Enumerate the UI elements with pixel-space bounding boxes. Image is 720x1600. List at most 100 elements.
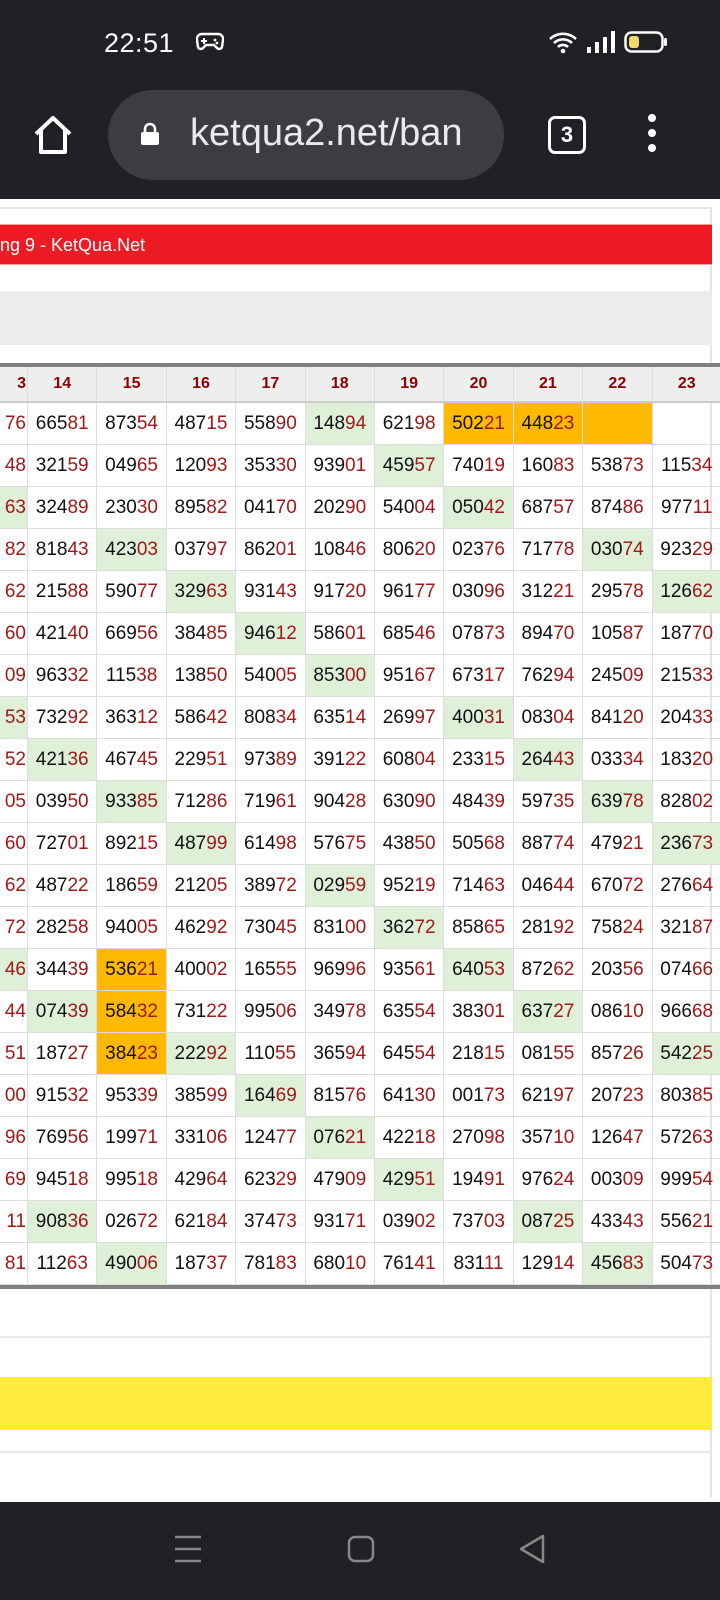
cell-last-two-digits: 21 [691,1211,714,1232]
cell-prefix: 542 [660,1043,692,1064]
result-cell: 00 [0,1075,28,1116]
result-cell: 63090 [375,781,445,822]
recents-menu-icon[interactable] [174,1534,202,1564]
result-cell: 97711 [653,487,720,528]
cell-prefix: 245 [590,665,623,686]
result-cell: 54004 [375,487,445,528]
cell-last-two-digits: 39 [136,1085,158,1106]
result-cell: 18737 [167,1243,237,1284]
cell-last-two-digits: 98 [483,1127,505,1148]
cell-last-two-digits: 56 [622,959,644,980]
result-cell: 10846 [306,529,375,570]
cell-last-two-digits: 81 [4,1253,26,1274]
result-cell: 87354 [97,403,167,444]
cell-prefix: 737 [452,1211,484,1232]
table-row: 63 32489 23030 89582 04170 20290 54004 05042 687… [0,487,720,529]
cell-last-two-digits: 12 [275,623,297,644]
cell-prefix: 001 [452,1085,484,1106]
home-nav-icon[interactable] [347,1535,375,1563]
cell-last-two-digits: 59 [67,455,89,476]
cell-last-two-digits: 83 [622,1253,644,1274]
cell-last-two-digits: 54 [414,1043,436,1064]
cell-last-two-digits: 60 [4,623,26,644]
tabs-button[interactable]: 3 [548,116,586,154]
cell-prefix: 423 [105,539,137,560]
result-cell: 46292 [167,907,237,948]
cell-prefix: 230 [105,497,137,518]
result-cell: 58642 [167,697,237,738]
table-row: 44 07439 58432 73122 99506 34978 63554 38301 637… [0,991,720,1033]
result-cell: 71961 [236,781,306,822]
result-cell: 23030 [97,487,167,528]
menu-icon[interactable] [648,114,656,154]
cell-last-two-digits: 00 [345,917,367,938]
cell-prefix: 041 [243,497,276,518]
cell-prefix: 357 [521,1127,554,1148]
cell-prefix: 714 [452,875,484,896]
cell-prefix: 908 [35,1211,68,1232]
result-cell: 55890 [236,403,306,444]
cell-last-two-digits: 72 [275,875,297,896]
cell-prefix: 160 [521,455,554,476]
cell-last-two-digits: 92 [553,917,575,938]
home-icon[interactable] [30,112,76,158]
result-cell: 05 [0,781,28,822]
result-cell: 32159 [28,445,98,486]
cell-prefix: 384 [105,1043,137,1064]
cell-last-two-digits: 94 [553,665,575,686]
cell-prefix: 233 [452,749,484,770]
result-cell: 62 [0,865,28,906]
cell-prefix: 033 [590,749,623,770]
result-cell: 63 [0,487,28,528]
result-cell: 20290 [306,487,375,528]
cell-last-two-digits: 36 [67,749,89,770]
cell-prefix: 665 [35,413,68,434]
back-icon[interactable] [518,1534,546,1564]
cell-prefix: 874 [590,497,623,518]
cell-last-two-digits: 69 [275,1085,297,1106]
cell-last-two-digits: 55 [274,1043,297,1064]
cell-last-two-digits: 61 [414,959,436,980]
result-cell: 07621 [305,1117,375,1158]
cell-last-two-digits: 78 [622,581,644,602]
cell-last-two-digits: 24 [553,1169,575,1190]
result-cell: 18659 [97,865,167,906]
cell-last-two-digits: 92 [206,1043,228,1064]
cell-prefix: 207 [590,1085,623,1106]
cell-last-two-digits: 88 [67,581,89,602]
result-cell: 71286 [167,781,237,822]
cell-last-two-digits: 42 [483,497,505,518]
cell-prefix: 904 [313,791,346,812]
cell-last-two-digits: 58 [67,917,89,938]
cell-last-two-digits: 10 [553,1127,575,1148]
result-cell: 94612 [236,613,306,654]
cell-last-two-digits: 77 [414,581,436,602]
result-cell: 95219 [375,865,445,906]
cell-last-two-digits: 32 [136,1001,158,1022]
result-cell [583,403,653,444]
cell-last-two-digits: 32 [67,1085,89,1106]
result-cell: 04644 [514,865,584,906]
cell-last-two-digits: 63 [691,1127,714,1148]
cell-prefix: 933 [105,791,137,812]
cell-prefix: 584 [105,1001,137,1022]
cell-last-two-digits: 39 [67,959,89,980]
cell-last-two-digits: 21 [622,833,644,854]
table-row: 76 66581 87354 48715 55890 14894 62198 50221 448… [0,403,720,445]
cell-last-two-digits: 41 [414,1253,436,1274]
cell-prefix: 872 [521,959,554,980]
cell-prefix: 456 [590,1253,623,1274]
url-text[interactable]: ketqua2.net/ban [190,112,463,154]
address-bar[interactable]: ketqua2.net/ban [108,90,504,180]
cell-last-two-digits: 51 [4,1043,26,1064]
result-cell: 07439 [28,991,98,1032]
table-row: 48 32159 04965 12093 35330 93901 45957 74019 160… [0,445,720,487]
result-cell: 32489 [28,487,98,528]
cell-prefix: 030 [590,539,623,560]
cell-prefix: 556 [660,1211,692,1232]
cell-last-two-digits: 94 [345,1043,367,1064]
cell-last-two-digits: 48 [4,455,26,476]
result-cell: 18727 [28,1033,98,1074]
result-cell: 62184 [167,1201,237,1242]
cell-prefix: 148 [313,413,346,434]
